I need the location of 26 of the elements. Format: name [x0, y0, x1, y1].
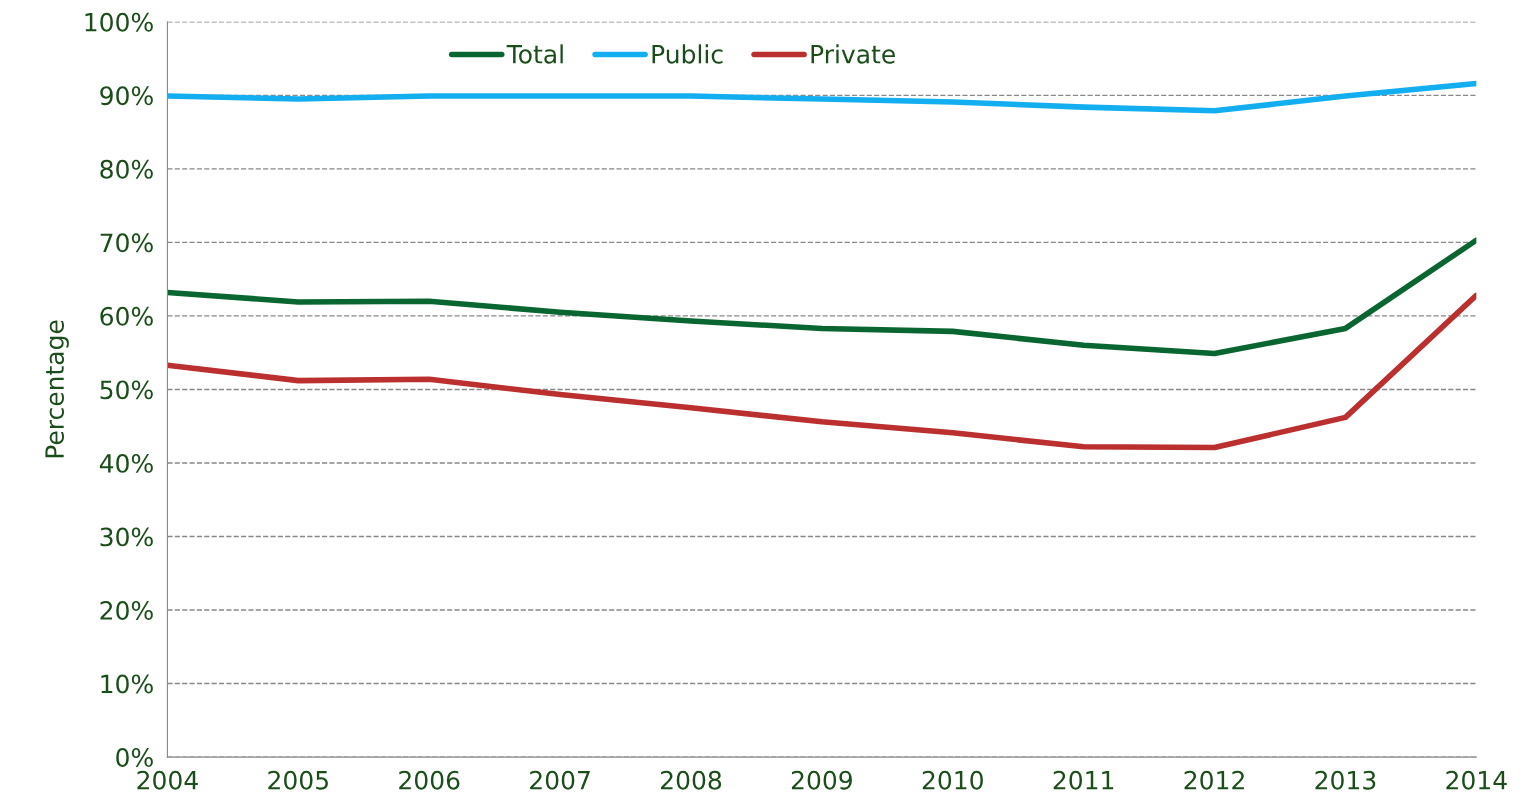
y-tick-label: 50%: [100, 380, 153, 400]
x-tick-label: 2010: [922, 770, 983, 790]
y-tick-label: 60%: [100, 306, 153, 326]
x-tick-label: 2009: [791, 770, 852, 790]
y-tick-label: 70%: [100, 233, 153, 253]
x-tick-label: 2005: [268, 770, 328, 790]
y-axis-title: Percentage: [45, 320, 69, 458]
y-tick-label: 30%: [100, 527, 153, 547]
x-tick-label: 2008: [661, 770, 722, 790]
x-tick-label: 2006: [399, 770, 460, 790]
x-tick-label: 2013: [1315, 770, 1376, 790]
y-tick-label: 80%: [100, 159, 153, 179]
y-tick-label: 100%: [85, 12, 153, 32]
legend-label: Private: [811, 44, 895, 64]
x-tick-label: 2007: [530, 770, 590, 790]
x-tick-label: 2004: [137, 770, 198, 790]
x-tick-label: 2011: [1053, 770, 1114, 790]
legend-label: Total: [506, 44, 563, 64]
x-tick-label: 2012: [1184, 770, 1244, 790]
legend-label: Public: [652, 44, 723, 64]
x-tick-label: 2014: [1446, 770, 1507, 790]
y-tick-label: 40%: [99, 453, 153, 473]
y-tick-label: 0%: [116, 748, 153, 767]
y-tick-label: 10%: [101, 674, 153, 694]
y-tick-label: 90%: [100, 86, 153, 106]
y-tick-label: 20%: [100, 600, 153, 620]
